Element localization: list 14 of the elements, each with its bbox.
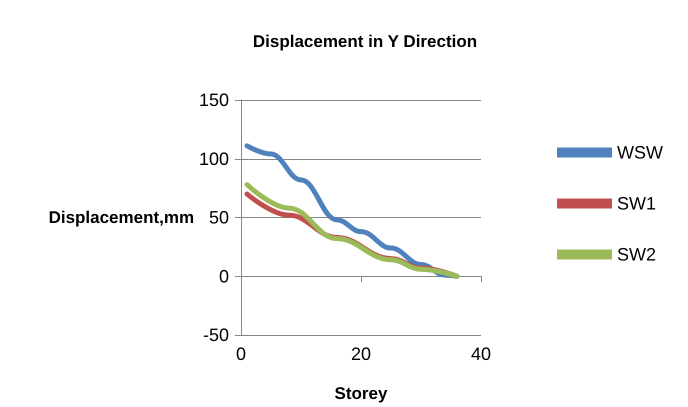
x-axis-title: Storey bbox=[334, 384, 388, 403]
y-tick-label: 100 bbox=[198, 148, 229, 169]
y-tick-label: 150 bbox=[198, 90, 229, 110]
x-tick-label: 40 bbox=[470, 344, 492, 364]
chart-title: Displacement in Y Direction bbox=[252, 32, 478, 51]
y-tick-label: 0 bbox=[218, 266, 229, 286]
legend-label: WSW bbox=[617, 142, 664, 162]
x-tick-label: 20 bbox=[350, 344, 372, 364]
y-axis-title: Displacement,mm bbox=[48, 208, 194, 227]
y-tick-label: -50 bbox=[202, 325, 229, 345]
x-tick-label: 0 bbox=[236, 344, 246, 364]
y-tick-label: 50 bbox=[208, 208, 229, 228]
legend-label: SW2 bbox=[617, 244, 656, 264]
legend-label: SW1 bbox=[617, 194, 656, 214]
